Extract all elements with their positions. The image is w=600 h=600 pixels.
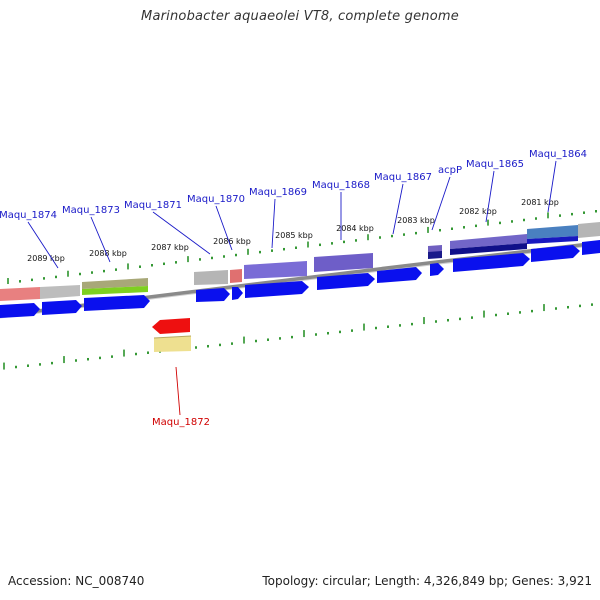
accession-text: Accession: NC_008740 [8,574,145,588]
highlight-leader-line [175,366,181,416]
label-leader-line [215,205,233,251]
feature-block [527,236,578,244]
scale-labels: 2089 kbp 2088 kbp 2087 kbp 2086 kbp 2085 kbp… [27,198,559,263]
highlight-gene-block [154,336,191,352]
label-leader-line [431,176,451,231]
label-leader-lines [27,160,557,416]
cds-arrow [84,295,150,311]
gene-label: Maqu_1874 [0,210,57,221]
feature-block [82,286,148,295]
gene-label: Maqu_1864 [529,149,587,160]
cds-arrow [430,263,444,276]
scale-label: 2089 kbp [27,254,65,263]
scale-label: 2087 kbp [151,243,189,252]
label-leader-line [392,183,404,235]
cds-arrow [531,245,580,262]
cds-arrow [245,281,309,298]
feature-block [428,251,442,259]
scale-label: 2084 kbp [336,224,374,233]
cds-arrow [196,288,230,302]
feature-block [428,245,442,253]
gene-labels: Maqu_1874 Maqu_1873 Maqu_1871 Maqu_1870 Maqu… [0,149,587,428]
scale-label: 2086 kbp [213,237,251,246]
scale-label: 2083 kbp [397,216,435,225]
cds-arrows [0,240,600,318]
scale-label: 2085 kbp [275,231,313,240]
gene-label: Maqu_1868 [312,180,370,191]
scale-ticks-inner [3,303,593,370]
feature-block [314,253,373,272]
label-leader-line [271,198,276,249]
feature-block [450,234,527,249]
gene-label: acpP [438,165,462,176]
feature-block [450,243,527,255]
feature-block [0,287,40,301]
highlight-gene-features [152,318,192,352]
scale-label: 2088 kbp [89,249,127,258]
label-leader-line [152,211,211,255]
feature-block [40,285,80,299]
feature-block [194,270,228,285]
label-leader-line [485,170,495,223]
scale-ticks-outer [7,209,597,285]
feature-block [527,225,578,239]
cds-arrow [453,253,530,272]
highlight-gene-label: Maqu_1872 [152,417,210,428]
gene-label: Maqu_1869 [249,187,307,198]
label-leader-line [90,216,111,263]
cds-arrow [232,287,243,300]
cds-arrow [377,267,422,283]
feature-blocks [0,222,600,301]
gene-label: Maqu_1867 [374,172,432,183]
scale-label: 2082 kbp [459,207,497,216]
feature-block [230,269,242,283]
label-leader-line [547,160,557,213]
gene-label: Maqu_1870 [187,194,245,205]
feature-block [244,261,307,279]
cds-arrow [0,303,40,318]
genome-title: Marinobacter aquaeolei VT8, complete gen… [141,9,459,24]
gene-label: Maqu_1865 [466,159,524,170]
feature-block [82,278,148,289]
cds-arrow [582,240,600,255]
scale-label: 2081 kbp [521,198,559,207]
feature-block [578,222,600,238]
gene-label: Maqu_1871 [124,200,182,211]
highlight-gene-arrow [152,318,190,334]
cds-arrow [317,273,375,290]
genome-summary-text: Topology: circular; Length: 4,326,849 bp… [262,574,592,588]
cds-arrow [42,300,82,315]
gene-label: Maqu_1873 [62,205,120,216]
label-leader-line [27,221,59,269]
highlight-gene-block-edge [153,335,192,339]
